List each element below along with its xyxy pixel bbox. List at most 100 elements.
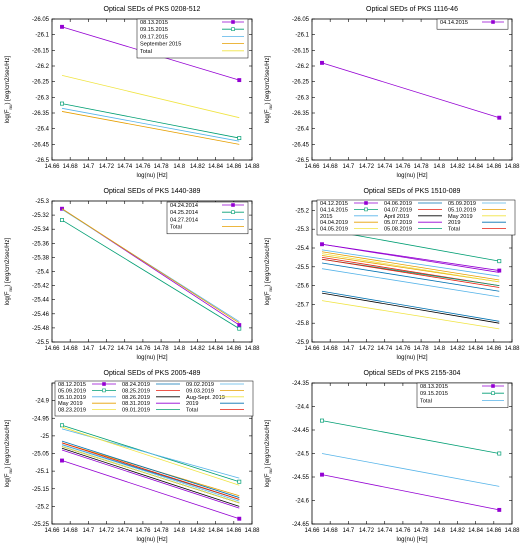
- y-tick-label: -25.42: [32, 284, 50, 290]
- legend-label: 08.31.2019: [122, 401, 150, 407]
- x-tick-label: 14.82: [450, 164, 466, 170]
- y-tick-label: -26.4: [295, 127, 309, 133]
- series-line: [61, 219, 240, 329]
- x-tick-label: 14.66: [304, 164, 320, 170]
- legend-label: Total: [170, 225, 182, 231]
- chart-svg: Optical SEDs of PKS 0208-512 14.66 14.68 14…: [5, 6, 260, 179]
- x-tick-label: 14.86: [486, 346, 502, 352]
- plot-frame: [311, 18, 513, 161]
- legend-label: 08.26.2019: [122, 395, 150, 401]
- y-tick-label: -25: [40, 434, 49, 440]
- series-line: [61, 111, 240, 145]
- legend-box: [136, 18, 249, 59]
- legend-label: 04.12.2015: [320, 201, 348, 207]
- series-line: [61, 103, 240, 139]
- chart-title: Optical SEDs of PKS 2005-489: [104, 370, 201, 377]
- chart-svg: Optical SEDs of PKS 2005-489 14.66 14.68 14…: [5, 370, 260, 543]
- x-tick-label: 14.72: [99, 164, 115, 170]
- x-tick-label: 14.68: [323, 164, 339, 170]
- y-axis-label: log(Fnu) [erg/cm2/sec/Hz]: [265, 55, 273, 123]
- legend-label: 05.10.2019: [58, 395, 86, 401]
- legend-label: 09.01.2019: [122, 408, 150, 414]
- x-tick-label: 14.76: [395, 346, 411, 352]
- y-tick-label: -26.45: [32, 142, 50, 148]
- series-line: [61, 440, 240, 498]
- x-tick-label: 14.8: [433, 346, 445, 352]
- legend-label: 09.15.2015: [420, 391, 448, 397]
- x-tick-label: 14.82: [190, 346, 206, 352]
- x-axis-label: log(nu) [Hz]: [396, 537, 427, 543]
- legend-label: 08.12.2015: [58, 382, 86, 388]
- x-tick-label: 14.72: [99, 528, 115, 534]
- series-line: [61, 426, 240, 486]
- y-axis-label: log(Fnu) [erg/cm2/sec/Hz]: [265, 419, 273, 487]
- data-point: [320, 60, 324, 65]
- x-tick-label: 14.74: [117, 346, 133, 352]
- series-line: [321, 292, 500, 324]
- legend-marker: [231, 210, 235, 215]
- legend-label: 2019: [448, 220, 460, 226]
- legend-marker: [231, 27, 235, 32]
- x-tick-label: 14.66: [304, 346, 320, 352]
- series-line: [321, 243, 500, 273]
- chart-panel: Optical SEDs of PKS 0208-512 14.66 14.68 14…: [0, 0, 260, 182]
- y-tick-label: -25.5: [295, 265, 309, 271]
- x-tick-label: 14.88: [504, 346, 520, 352]
- chart-title: Optical SEDs of PKS 1116-46: [366, 6, 458, 13]
- y-axis-label: log(Fnu) [erg/cm2/sec/Hz]: [265, 237, 273, 305]
- series-line: [61, 446, 240, 504]
- y-tick-label: -26.35: [32, 111, 50, 117]
- series-line: [61, 75, 240, 119]
- data-point: [237, 136, 242, 141]
- data-point: [497, 451, 502, 456]
- legend-label: 04.14.2015: [440, 20, 468, 26]
- legend-label: 05.08.2019: [384, 227, 412, 233]
- legend-label: 09.17.2015: [140, 34, 168, 40]
- y-tick-label: -26.25: [32, 80, 50, 86]
- x-tick-label: 14.84: [208, 346, 224, 352]
- legend-label: Aug-Sept. 2019: [186, 395, 225, 401]
- x-tick-label: 14.82: [450, 346, 466, 352]
- x-tick-label: 14.74: [377, 528, 393, 534]
- x-tick-label: 14.8: [433, 528, 445, 534]
- legend-label: 05.09.2019: [448, 201, 476, 207]
- y-axis-label: log(Fnu) [erg/cm2/sec/Hz]: [5, 55, 13, 123]
- legend-label: Total: [420, 398, 432, 404]
- x-tick-label: 14.88: [504, 528, 520, 534]
- data-point: [60, 24, 64, 29]
- x-axis-label: log(nu) [Hz]: [396, 173, 427, 179]
- x-tick-label: 14.66: [44, 528, 60, 534]
- legend-label: 04.05.2019: [320, 227, 348, 233]
- chart-panel: Optical SEDs of PKS 1116-46 14.66 14.68 14.…: [260, 0, 520, 182]
- x-tick-label: 14.84: [208, 528, 224, 534]
- x-tick-label: 14.68: [63, 528, 79, 534]
- y-tick-label: -25.44: [32, 298, 50, 304]
- y-tick-label: -26.1: [295, 33, 309, 39]
- chart-panel: Optical SEDs of PKS 1510-089 14.66 14.68 14…: [260, 182, 520, 364]
- chart-title: Optical SEDs of PKS 2155-304: [364, 370, 461, 377]
- x-tick-label: 14.84: [208, 164, 224, 170]
- x-tick-label: 14.72: [359, 164, 375, 170]
- x-tick-label: 14.7: [83, 164, 95, 170]
- y-tick-label: -25.36: [32, 241, 50, 247]
- x-tick-label: 14.84: [468, 346, 484, 352]
- legend-marker: [491, 391, 495, 396]
- x-tick-label: 14.78: [154, 346, 170, 352]
- legend-label: 04.25.2014: [170, 210, 198, 216]
- y-tick-label: -25.38: [32, 255, 50, 261]
- data-point: [320, 418, 324, 423]
- y-tick-label: -26.2: [295, 64, 309, 70]
- legend-label: May 2019: [58, 401, 83, 407]
- legend-marker: [491, 20, 495, 24]
- x-tick-label: 14.72: [359, 528, 375, 534]
- chart-svg: Optical SEDs of PKS 1116-46 14.66 14.68 14.…: [265, 6, 520, 179]
- legend-label: 2015: [320, 214, 332, 220]
- legend-label: April 2019: [384, 214, 409, 220]
- y-tick-label: -25.5: [35, 340, 49, 346]
- y-tick-label: -24.65: [292, 522, 310, 528]
- y-tick-label: -26.05: [32, 17, 50, 23]
- y-tick-label: -25.3: [295, 227, 309, 233]
- chart-svg: Optical SEDs of PKS 2155-304 14.66 14.68 14…: [265, 370, 520, 543]
- series-line: [321, 253, 500, 283]
